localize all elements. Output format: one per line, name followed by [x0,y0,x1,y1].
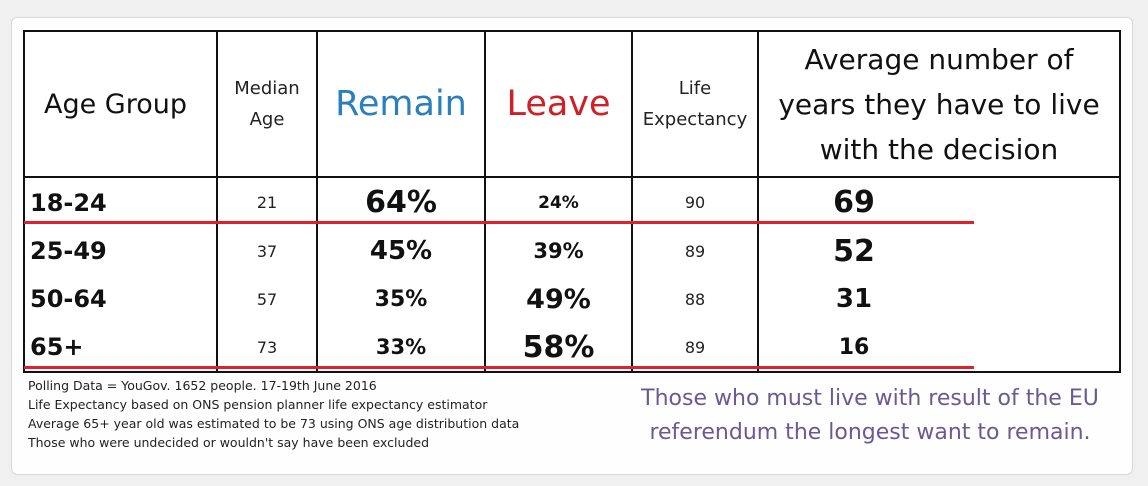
footnote-excluded: Those who were undecided or wouldn't say… [28,435,430,450]
underline-65-plus [24,366,974,369]
cell-median-age: 73 [216,323,318,373]
cell-median-age: 21 [216,177,318,227]
cell-years: 31 [757,275,1121,323]
header-median-age: Median Age [216,30,318,178]
cell-remain: 35% [316,275,486,323]
header-years-to-live: Average number of years they have to liv… [757,30,1121,178]
header-years-line-2: years they have to live [778,87,1100,121]
cell-life-expectancy: 88 [631,275,759,323]
header-remain: Remain [316,30,486,178]
underline-18-24 [24,221,974,224]
header-leave: Leave [484,30,633,178]
cell-median-age: 37 [216,227,318,275]
cell-years: 16 [757,323,1121,373]
cell-years: 69 [757,177,1121,227]
cell-life-expectancy: 89 [631,227,759,275]
table-row: 18-24 21 64% 24% 90 69 [23,177,1121,227]
cell-leave: 58% [484,323,633,373]
footnotes: Polling Data = YouGov. 1652 people. 17-1… [28,376,519,452]
caption-line-1: Those who must live with result of the E… [641,386,1099,411]
cell-years: 52 [757,227,1121,275]
table-row: 65+ 73 33% 58% 89 16 [23,323,1121,373]
cell-age-group: 25-49 [23,227,218,275]
header-years-line-3: with the decision [819,132,1059,166]
cell-remain: 33% [316,323,486,373]
header-median-age-line-1: Median [234,78,300,99]
footnote-life-expectancy: Life Expectancy based on ONS pension pla… [28,397,488,412]
table-row: 50-64 57 35% 49% 88 31 [23,275,1121,323]
cell-age-group: 18-24 [23,177,218,227]
cell-age-group: 50-64 [23,275,218,323]
cell-age-group: 65+ [23,323,218,373]
cell-leave: 39% [484,227,633,275]
cell-remain: 45% [316,227,486,275]
header-life-expectancy-line-1: Life [678,78,712,99]
table-row: 25-49 37 45% 39% 89 52 [23,227,1121,275]
header-row: Age Group Median Age Remain Leave Life E… [23,30,1121,178]
header-age-group: Age Group [23,30,218,178]
cell-life-expectancy: 90 [631,177,759,227]
header-median-age-line-2: Age [249,109,285,130]
referendum-age-table: Age Group Median Age Remain Leave Life E… [23,30,1121,373]
cell-leave: 49% [484,275,633,323]
cell-life-expectancy: 89 [631,323,759,373]
footnote-average-age: Average 65+ year old was estimated to be… [28,416,520,431]
cell-remain: 64% [316,177,486,227]
header-life-expectancy: Life Expectancy [631,30,759,178]
footnote-polling: Polling Data = YouGov. 1652 people. 17-1… [28,378,377,393]
header-years-line-1: Average number of [804,42,1074,76]
caption-line-2: referendum the longest want to remain. [649,420,1091,445]
caption: Those who must live with result of the E… [620,382,1120,450]
cell-median-age: 57 [216,275,318,323]
cell-leave: 24% [484,177,633,227]
header-life-expectancy-line-2: Expectancy [642,109,748,130]
